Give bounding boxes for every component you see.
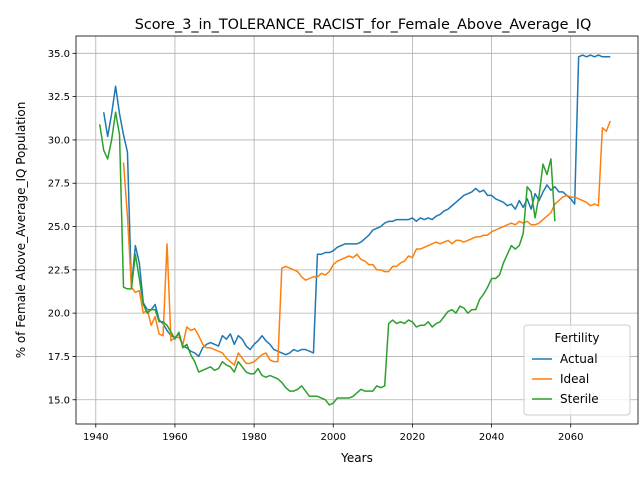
series-line-ideal xyxy=(122,120,612,366)
x-axis-ticks: 1940 1960 1980 2000 2020 2040 2060 xyxy=(83,424,583,443)
y-tick-label: 15.0 xyxy=(48,395,70,406)
legend-label-actual: Actual xyxy=(560,352,598,366)
x-tick-label: 2000 xyxy=(321,432,346,443)
y-tick-label: 27.5 xyxy=(48,179,70,190)
y-tick-label: 32.5 xyxy=(48,92,70,103)
grid-lines xyxy=(76,36,638,424)
series-line-actual xyxy=(102,54,611,358)
chart-title: Score_3_in_TOLERANCE_RACIST_for_Female_A… xyxy=(135,17,592,33)
series-layer xyxy=(99,54,612,406)
y-axis-label: % of Female Above_Average_IQ Population xyxy=(14,102,28,359)
y-tick-label: 22.5 xyxy=(48,265,70,276)
x-tick-label: 2040 xyxy=(479,432,504,443)
x-tick-label: 1960 xyxy=(162,432,187,443)
legend-entries: Actual Ideal Sterile xyxy=(532,352,599,406)
legend: Fertility Actual Ideal Sterile xyxy=(523,324,631,416)
legend-box xyxy=(523,324,631,416)
x-tick-label: 2020 xyxy=(400,432,425,443)
plot-area xyxy=(75,35,639,425)
series-line-sterile xyxy=(99,111,556,406)
x-tick-label: 2060 xyxy=(558,432,583,443)
legend-title: Fertility xyxy=(554,331,599,345)
y-tick-label: 35.0 xyxy=(48,49,70,60)
x-tick-label: 1980 xyxy=(241,432,266,443)
y-axis-ticks: 15.0 17.5 20.0 22.5 25.0 27.5 30.0 32.5 35.0 xyxy=(48,49,76,406)
y-tick-label: 25.0 xyxy=(48,222,70,233)
y-tick-label: 20.0 xyxy=(48,309,70,320)
x-axis-label: Years xyxy=(340,451,373,465)
legend-label-ideal: Ideal xyxy=(560,372,589,386)
y-tick-label: 17.5 xyxy=(48,352,70,363)
x-tick-label: 1940 xyxy=(83,432,108,443)
legend-label-sterile: Sterile xyxy=(560,392,599,406)
y-tick-label: 30.0 xyxy=(48,135,70,146)
